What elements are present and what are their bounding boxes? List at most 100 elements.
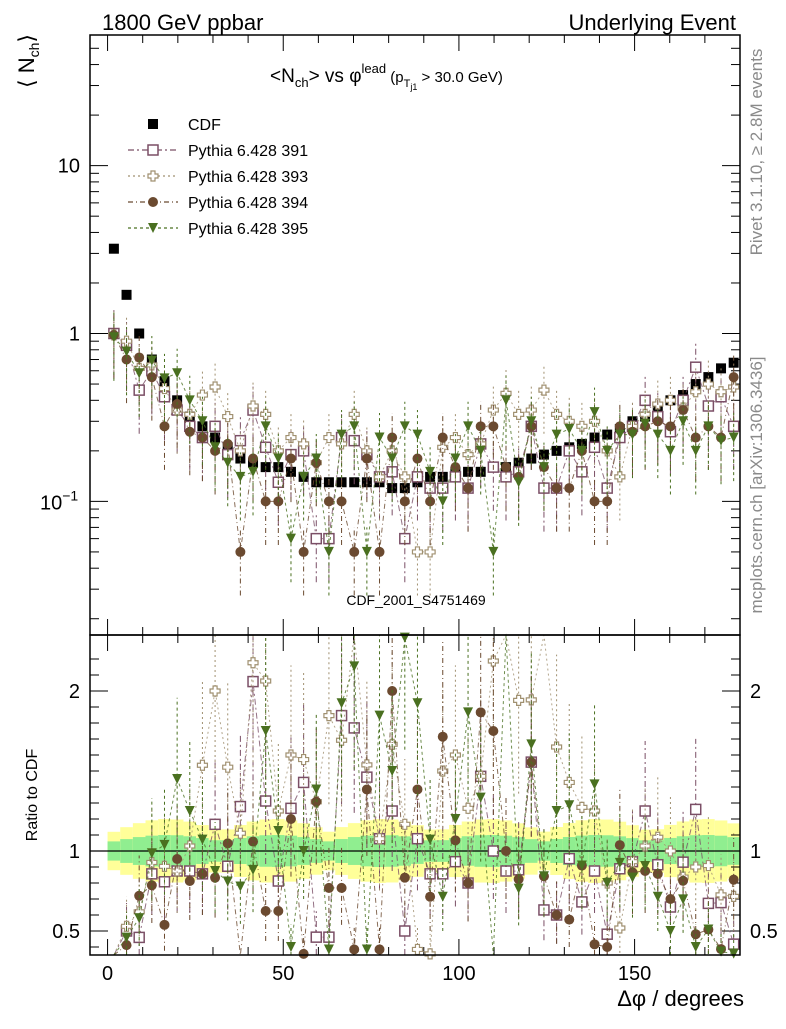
- data-point-pythia-6-428-395: [602, 445, 613, 456]
- ratio-point-pythia-6-428-395: [526, 739, 537, 750]
- data-point-pythia-6-428-393: [323, 431, 335, 444]
- ratio-point-pythia-6-428-394: [323, 882, 334, 893]
- data-point-pythia-6-428-394: [323, 496, 334, 507]
- legend-marker-pythia-6-428-394: [148, 197, 158, 207]
- ratio-point-pythia-6-428-394: [146, 880, 157, 891]
- ratio-point-pythia-6-428-393: [664, 845, 677, 857]
- ratio-point-pythia-6-428-394: [184, 876, 195, 886]
- ratio-point-pythia-6-428-395: [475, 792, 486, 803]
- ratio-point-pythia-6-428-395: [399, 632, 410, 643]
- data-point-pythia-6-428-393: [538, 384, 550, 396]
- ratio-point-pythia-6-428-391: [209, 818, 221, 831]
- ratio-point-pythia-6-428-393: [411, 943, 424, 956]
- ratio-point-pythia-6-428-395: [627, 872, 638, 883]
- data-point-pythia-6-428-395: [488, 546, 499, 557]
- ratio-point-pythia-6-428-395: [121, 932, 132, 943]
- ratio-point-pythia-6-428-394: [197, 868, 208, 879]
- ratio-point-pythia-6-428-391: [487, 845, 500, 857]
- ratio-point-pythia-6-428-394: [488, 726, 499, 736]
- data-point-pythia-6-428-395: [172, 368, 183, 379]
- data-point-pythia-6-428-393: [449, 431, 462, 444]
- title-part-sub1: ch: [295, 75, 309, 90]
- data-point-pythia-6-428-394: [336, 496, 347, 507]
- data-point-pythia-6-428-395: [285, 533, 296, 544]
- data-point-cdf: [121, 289, 132, 300]
- data-point-pythia-6-428-394: [361, 453, 372, 464]
- data-point-pythia-6-428-394: [501, 462, 511, 473]
- data-point-pythia-6-428-395: [501, 395, 511, 406]
- ratio-point-pythia-6-428-393: [323, 710, 335, 722]
- ratio-line-pythia-6-428-391: [113, 681, 735, 956]
- ratio-point-pythia-6-428-395: [703, 924, 714, 935]
- x-tick-label: 0: [102, 963, 113, 985]
- data-point-pythia-6-428-395: [551, 429, 562, 440]
- ratio-y-tick-label-right: 2: [750, 681, 761, 703]
- legend-label-pythia-6-428-393: Pythia 6.428 393: [188, 169, 308, 186]
- ratio-point-pythia-6-428-394: [463, 878, 474, 888]
- data-point-pythia-6-428-391: [310, 532, 323, 545]
- x-tick-label: 100: [442, 963, 475, 985]
- ratio-point-pythia-6-428-395: [323, 944, 334, 955]
- ratio-point-pythia-6-428-394: [273, 906, 284, 916]
- data-point-pythia-6-428-395: [538, 462, 549, 473]
- ratio-line-pythia-6-428-395: [113, 634, 734, 956]
- data-point-pythia-6-428-393: [437, 441, 449, 453]
- ratio-point-pythia-6-428-394: [222, 838, 233, 849]
- title-part-tail: > 30.0 GeV): [417, 69, 502, 86]
- legend-label-pythia-6-428-391: Pythia 6.428 391: [188, 143, 308, 160]
- ratio-point-pythia-6-428-393: [234, 827, 246, 839]
- data-point-pythia-6-428-393: [373, 471, 386, 483]
- ratio-point-pythia-6-428-394: [665, 894, 676, 904]
- data-point-cdf: [551, 445, 562, 456]
- data-point-pythia-6-428-394: [134, 352, 145, 363]
- y-axis-label-main: ⟨ N: [14, 57, 39, 88]
- data-point-pythia-6-428-394: [728, 372, 739, 383]
- data-point-pythia-6-428-393: [209, 381, 221, 393]
- x-tick-label: 150: [618, 963, 651, 985]
- data-point-pythia-6-428-393: [234, 445, 246, 457]
- ratio-point-pythia-6-428-394: [159, 919, 170, 930]
- data-point-pythia-6-428-395: [425, 466, 436, 477]
- ratio-point-pythia-6-428-394: [564, 914, 575, 925]
- data-point-pythia-6-428-395: [134, 368, 145, 379]
- data-point-pythia-6-428-395: [260, 421, 271, 432]
- ratio-y-tick-label-right: 1: [750, 841, 761, 863]
- data-point-pythia-6-428-393: [335, 438, 348, 450]
- data-point-pythia-6-428-395: [387, 453, 398, 464]
- data-point-pythia-6-428-395: [589, 407, 600, 418]
- ratio-point-pythia-6-428-394: [374, 944, 385, 955]
- ratio-point-pythia-6-428-395: [311, 784, 322, 795]
- ratio-point-pythia-6-428-395: [273, 826, 284, 836]
- data-point-pythia-6-428-393: [664, 394, 677, 406]
- data-point-pythia-6-428-395: [146, 355, 157, 366]
- data-point-pythia-6-428-394: [437, 432, 448, 443]
- ratio-point-pythia-6-428-395: [349, 661, 360, 672]
- ratio-point-pythia-6-428-393: [550, 741, 563, 753]
- title-part-p-subsub: j1: [409, 82, 417, 92]
- legend-label-cdf: CDF: [188, 117, 221, 134]
- plot-title: <Nch> vs φlead (pTj1 > 30.0 GeV): [270, 61, 503, 92]
- ratio-point-pythia-6-428-393: [614, 922, 626, 934]
- data-point-pythia-6-428-393: [487, 404, 499, 416]
- ratio-point-pythia-6-428-393: [639, 840, 651, 852]
- y-axis-label: ⟨ Nch⟩: [14, 34, 42, 88]
- ratio-y-tick-label: 1: [69, 841, 80, 863]
- series-line-pythia-6-428-393: [113, 334, 734, 553]
- ratio-point-pythia-6-428-394: [602, 942, 613, 952]
- ratio-point-pythia-6-428-395: [538, 871, 549, 882]
- ratio-point-pythia-6-428-393: [702, 859, 714, 872]
- data-point-pythia-6-428-394: [399, 496, 410, 507]
- ratio-point-pythia-6-428-391: [639, 805, 651, 817]
- data-point-pythia-6-428-395: [437, 496, 448, 507]
- ratio-point-pythia-6-428-394: [551, 910, 562, 920]
- data-point-pythia-6-428-394: [260, 496, 271, 507]
- data-point-pythia-6-428-394: [564, 483, 575, 494]
- ratio-point-pythia-6-428-393: [373, 833, 386, 845]
- data-point-cdf: [728, 357, 739, 368]
- data-point-pythia-6-428-395: [235, 471, 246, 482]
- ratio-point-pythia-6-428-391: [399, 925, 411, 937]
- data-point-pythia-6-428-393: [728, 381, 740, 393]
- data-point-pythia-6-428-393: [298, 438, 310, 450]
- ratio-point-pythia-6-428-395: [576, 860, 587, 871]
